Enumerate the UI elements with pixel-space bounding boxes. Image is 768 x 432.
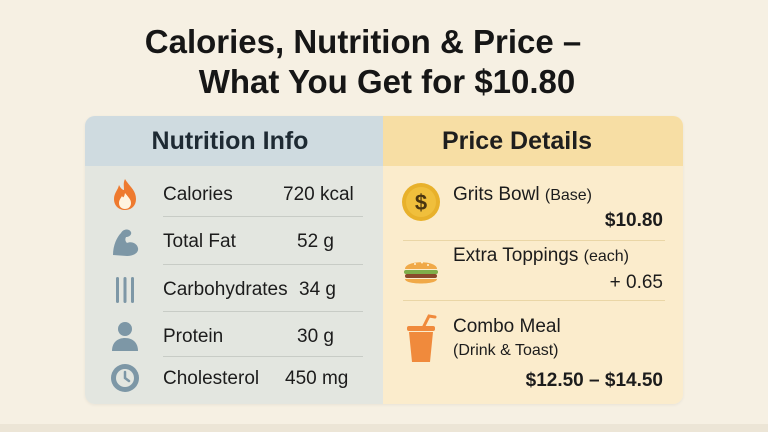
price-value: $12.50 – $14.50 <box>525 370 663 391</box>
nutrition-panel: Nutrition Info Calories 720 kcal Total F… <box>85 116 383 404</box>
row-divider <box>403 300 665 301</box>
price-value: $10.80 <box>604 210 663 231</box>
row-divider <box>163 264 363 265</box>
nutrition-row-protein: Protein 30 g <box>85 314 383 358</box>
nutrition-label: Calories <box>163 184 233 205</box>
row-divider <box>403 240 665 241</box>
row-divider <box>163 216 363 217</box>
bottom-shade <box>0 424 768 432</box>
price-row-extra-toppings: Extra Toppings (each) + 0.65 <box>383 240 683 310</box>
nutrition-label: Total Fat <box>163 231 236 252</box>
price-item-name: Extra Toppings <box>453 245 579 266</box>
page-title: Calories, Nutrition & Price – What You G… <box>0 22 768 102</box>
price-label: Extra Toppings (each) <box>453 245 629 267</box>
price-label: Grits Bowl (Base) <box>453 184 592 206</box>
nutrition-label: Protein <box>163 326 224 347</box>
nutrition-row-total-fat: Total Fat 52 g <box>85 219 383 263</box>
nutrition-value: 34 g <box>299 279 336 300</box>
nutrition-value: 30 g <box>297 326 334 347</box>
price-value: + 0.65 <box>609 272 663 293</box>
nutrition-row-calories: Calories 720 kcal <box>85 172 383 216</box>
svg-text:$: $ <box>415 190 427 215</box>
flame-icon <box>114 179 136 210</box>
nutrition-value: 52 g <box>297 231 334 252</box>
clock-icon <box>111 364 139 392</box>
nutrition-label: Carbohydrates <box>163 279 288 300</box>
price-row-combo-meal: Combo Meal (Drink & Toast) $12.50 – $14.… <box>383 304 683 404</box>
row-divider <box>163 356 363 357</box>
nutrition-label: Cholesterol <box>163 368 260 389</box>
price-item-note: (Base) <box>544 187 592 204</box>
price-item-note: (Drink & Toast) <box>453 342 559 359</box>
dollar-coin-icon: $ <box>402 183 440 221</box>
price-row-grits-bowl: $ Grits Bowl (Base) $10.80 <box>383 166 683 236</box>
price-item-note: (each) <box>583 248 629 265</box>
wheat-stalks-icon <box>116 277 134 303</box>
nutrition-row-cholesterol: Cholesterol 450 mg <box>85 356 383 400</box>
nutrition-value: 720 kcal <box>283 184 354 205</box>
drink-cup-icon <box>407 314 437 362</box>
nutrition-row-carbohydrates: Carbohydrates 34 g <box>85 267 383 311</box>
person-icon <box>112 322 138 351</box>
price-item-name: Combo Meal <box>453 316 561 337</box>
nutrition-heading: Nutrition Info <box>85 116 383 166</box>
price-heading: Price Details <box>383 116 683 166</box>
title-line-2: What You Get for $10.80 <box>198 63 576 100</box>
title-line-1: Calories, Nutrition & Price – <box>144 23 582 60</box>
flexed-arm-icon <box>113 229 139 256</box>
row-divider <box>163 311 363 312</box>
info-card: Nutrition Info Calories 720 kcal Total F… <box>85 116 683 404</box>
nutrition-value: 450 mg <box>285 368 349 389</box>
price-panel: Price Details $ Grits Bowl (Base) $10.80… <box>383 116 683 404</box>
price-item-name: Grits Bowl <box>453 184 540 205</box>
burger-icon <box>404 261 438 284</box>
